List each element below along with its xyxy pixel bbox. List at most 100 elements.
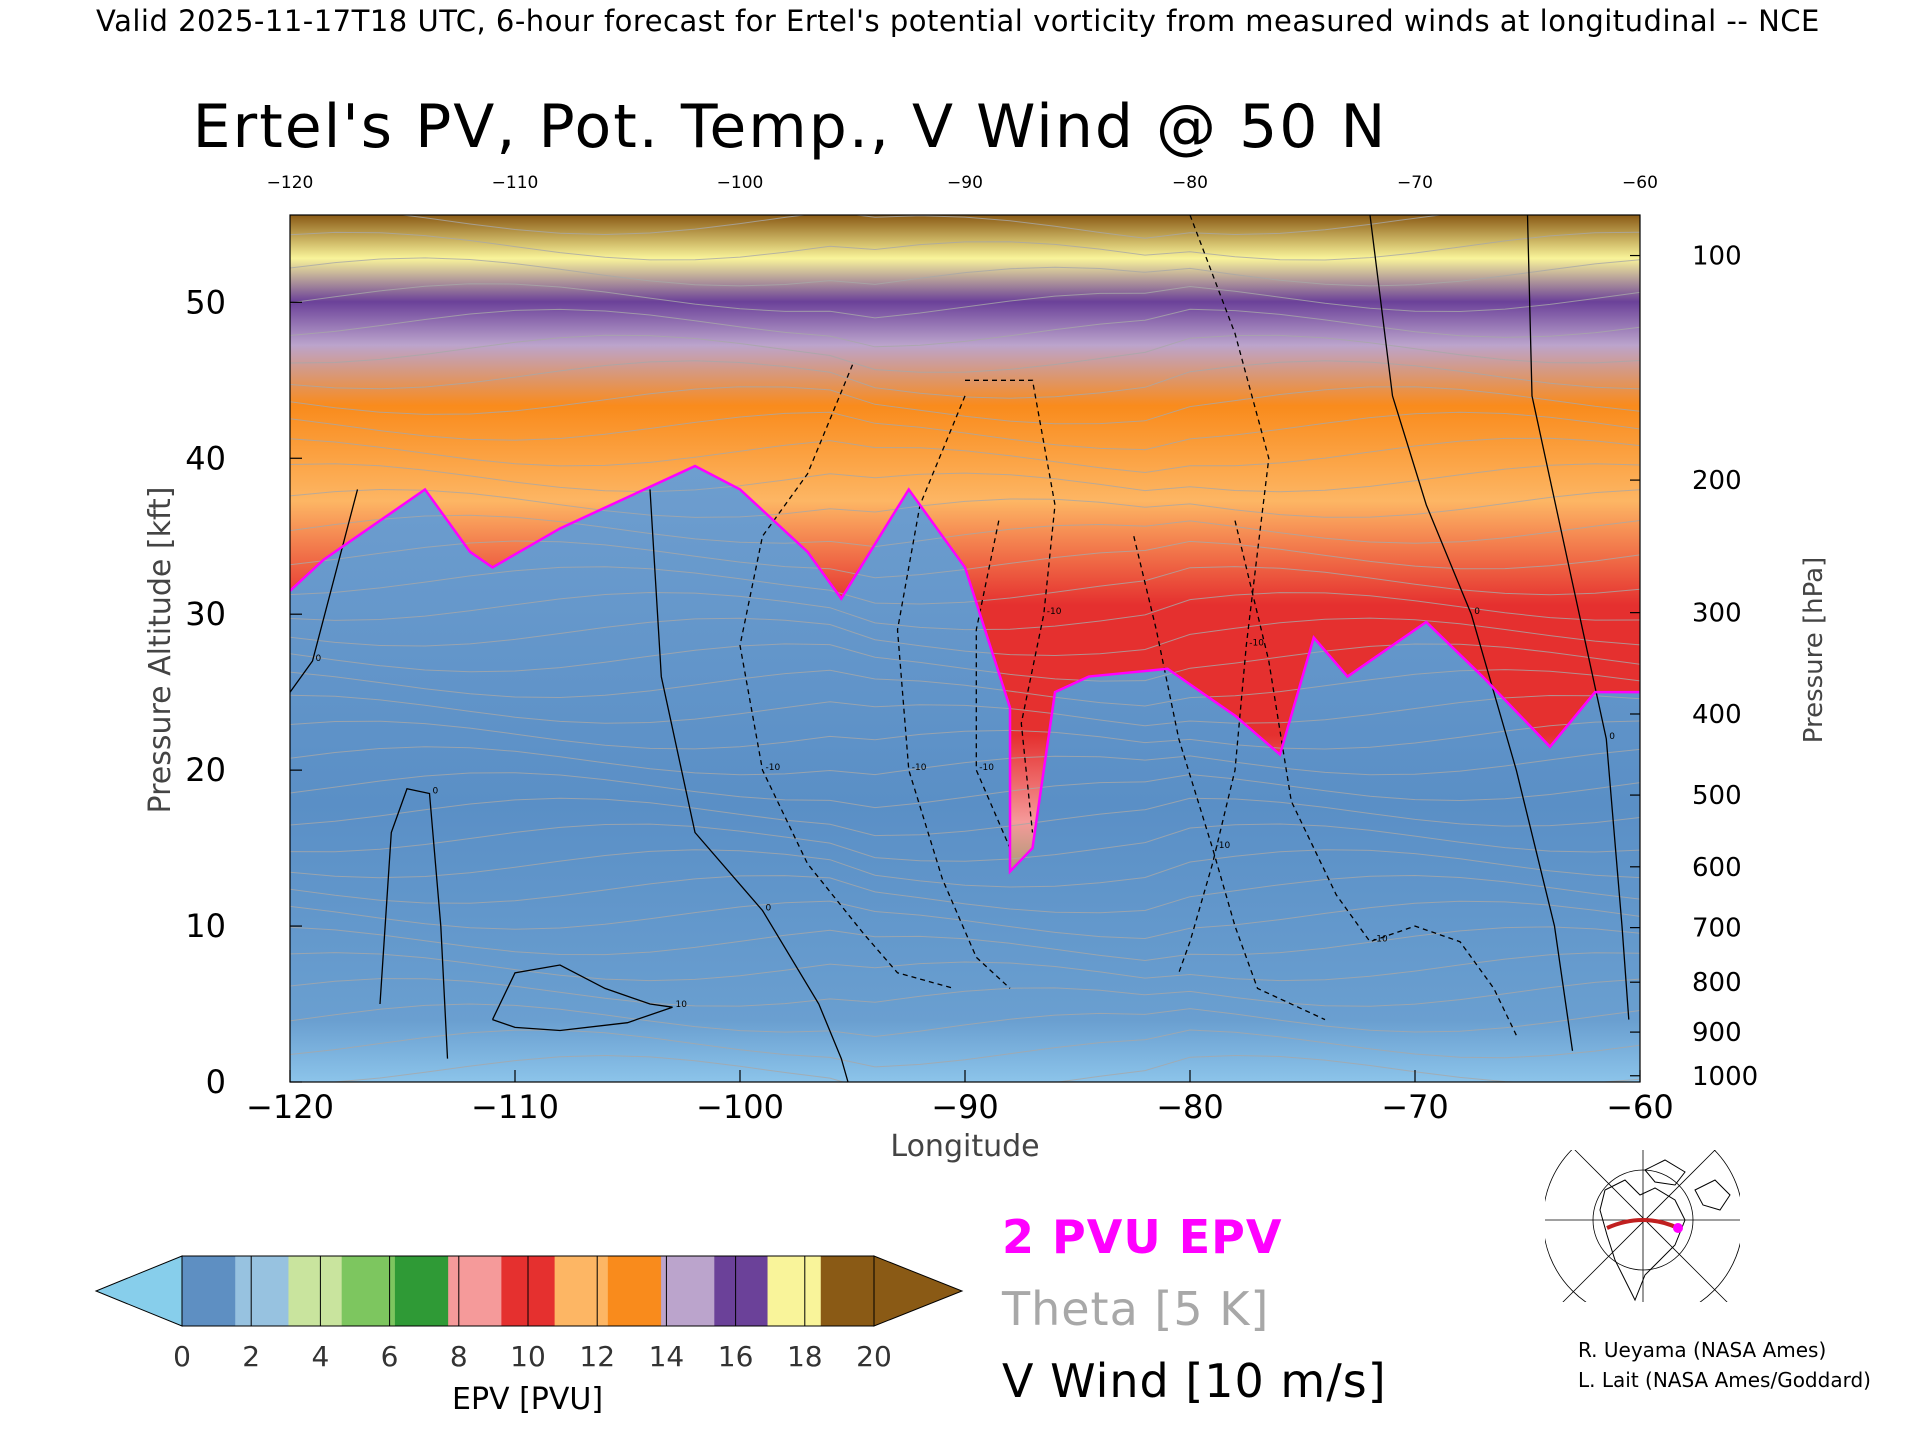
theta-line [290, 720, 1640, 750]
wind-contour-line [975, 520, 1011, 849]
x-tick-label: −70 [1381, 1088, 1449, 1126]
theta-line [290, 437, 1640, 474]
top-x-tick-label: −60 [1622, 173, 1658, 193]
x-axis-label: Longitude [890, 1129, 1039, 1164]
colorbar-swatch [661, 1256, 715, 1326]
wind-contour-line [1178, 215, 1270, 974]
pressure-tick-label: 700 [1692, 914, 1742, 944]
top-x-tick-label: −70 [1397, 173, 1433, 193]
theta-line [290, 900, 1640, 940]
top-banner: Valid 2025-11-17T18 UTC, 6-hour forecast… [96, 4, 1820, 38]
y-tick-label: 40 [185, 439, 226, 477]
colorbar-swatch [235, 1256, 289, 1326]
colorbar-tick-label: 12 [579, 1340, 615, 1373]
wind-contour-line [1234, 520, 1517, 1036]
pressure-tick-label: 900 [1692, 1018, 1742, 1048]
wind-contour-line [965, 379, 1056, 833]
top-x-tick-label: −90 [947, 173, 983, 193]
wind-contour-line [739, 364, 954, 990]
wind-contour-label: 0 [766, 903, 772, 913]
top-x-tick-label: −100 [717, 173, 764, 193]
wind-contour-label: 10 [676, 1000, 688, 1010]
troposphere-fill [290, 466, 1640, 1082]
plot-area: 0 0 0 0 0 10 -10 -10 -10 -10 -10 -10 -10 [290, 215, 1640, 1082]
pressure-axis-label: Pressure [hPa] [1799, 557, 1829, 744]
credit-line-1: R. Ueyama (NASA Ames) [1578, 1338, 1827, 1362]
colorbar-swatch [767, 1256, 822, 1326]
colorbar-tick-label: 16 [718, 1340, 754, 1373]
y-tick-label: 0 [206, 1063, 226, 1101]
top-x-tick-label: −110 [492, 173, 539, 193]
chart-title: Ertel's PV, Pot. Temp., V Wind @ 50 N [192, 92, 1388, 162]
theta-line [290, 874, 1640, 914]
colorbar-tick-label: 18 [787, 1340, 823, 1373]
theta-line [290, 746, 1640, 776]
theta-line [290, 283, 1640, 319]
wind-contours: 0 0 0 0 0 10 -10 -10 -10 -10 -10 -10 -10 [290, 215, 1630, 1082]
colorbar-swatch [341, 1256, 396, 1326]
wind-contour-label: -10 [766, 763, 781, 773]
y-tick-label: 10 [185, 907, 226, 945]
colorbar-swatch [448, 1256, 502, 1326]
colorbar-swatch [554, 1256, 609, 1326]
colorbar-tick-label: 2 [242, 1340, 260, 1373]
wind-contour-label: 0 [433, 787, 439, 797]
pressure-tick-label: 500 [1692, 781, 1742, 811]
x-tick-label: −80 [1156, 1088, 1224, 1126]
wind-contour-line [491, 964, 673, 1032]
colorbar-tick-label: 0 [173, 1340, 191, 1373]
colorbar-tick-label: 6 [381, 1340, 399, 1373]
y-tick-label: 50 [185, 283, 226, 321]
theta-line [290, 669, 1640, 707]
globe-section-map-icon [1545, 1150, 1740, 1302]
y-axis-label: Pressure Altitude [kft] [143, 487, 178, 814]
pressure-tick-label: 600 [1692, 853, 1742, 883]
x-tick-label: −90 [931, 1088, 999, 1126]
tropopause-2pvu-line [290, 464, 1640, 875]
theta-line [290, 308, 1640, 348]
wind-contour-label: -10 [1249, 638, 1264, 648]
legend-tropopause: 2 PVU EPV [1002, 1210, 1283, 1264]
colorbar-tick-label: 14 [649, 1340, 685, 1373]
theta-line [290, 643, 1640, 682]
legend-wind: V Wind [10 m/s] [1002, 1354, 1387, 1408]
theta-line [290, 952, 1640, 982]
colorbar: 0 2 4 6 8 10 12 14 16 18 20 [94, 1255, 964, 1373]
theta-line [290, 334, 1640, 373]
theta-line [290, 694, 1640, 727]
wind-contour-line [1526, 215, 1630, 1020]
colorbar-label: EPV [PVU] [452, 1382, 604, 1417]
theta-line [290, 257, 1640, 287]
x-tick-label: −120 [246, 1088, 334, 1126]
wind-contour-label: -10 [979, 763, 994, 773]
y-axis-kft: 0 10 20 30 40 50 [185, 283, 302, 1101]
wind-contour-line [1133, 536, 1326, 1021]
x-tick-label: −60 [1606, 1088, 1674, 1126]
x-tick-label: −100 [696, 1088, 784, 1126]
theta-line [290, 978, 1640, 1007]
wind-contour-label: 0 [316, 654, 322, 664]
theta-line [290, 463, 1640, 493]
top-x-axis: −120 −110 −100 −90 −80 −70 −60 [267, 173, 1658, 193]
theta-line [398, 215, 1445, 239]
wind-contour-line [379, 788, 449, 1059]
wind-contour-label: -10 [1216, 841, 1231, 851]
colorbar-swatch [394, 1256, 449, 1326]
theta-line [290, 488, 1640, 518]
theta-line [290, 617, 1640, 657]
colorbar-swatch [607, 1256, 662, 1326]
colorbar-swatch [714, 1256, 769, 1326]
theta-line [290, 823, 1640, 862]
x-tick-label: −110 [471, 1088, 559, 1126]
colorbar-tick-label: 4 [311, 1340, 329, 1373]
pressure-tick-label: 200 [1692, 466, 1742, 496]
theta-line [290, 591, 1640, 631]
theta-line [290, 797, 1640, 837]
colorbar-tick-label: 10 [510, 1340, 546, 1373]
y-tick-label: 30 [185, 595, 226, 633]
theta-line [290, 514, 1640, 548]
theta-line [290, 1029, 1640, 1068]
pressure-tick-label: 800 [1692, 968, 1742, 998]
colorbar-under-arrow [94, 1255, 183, 1327]
